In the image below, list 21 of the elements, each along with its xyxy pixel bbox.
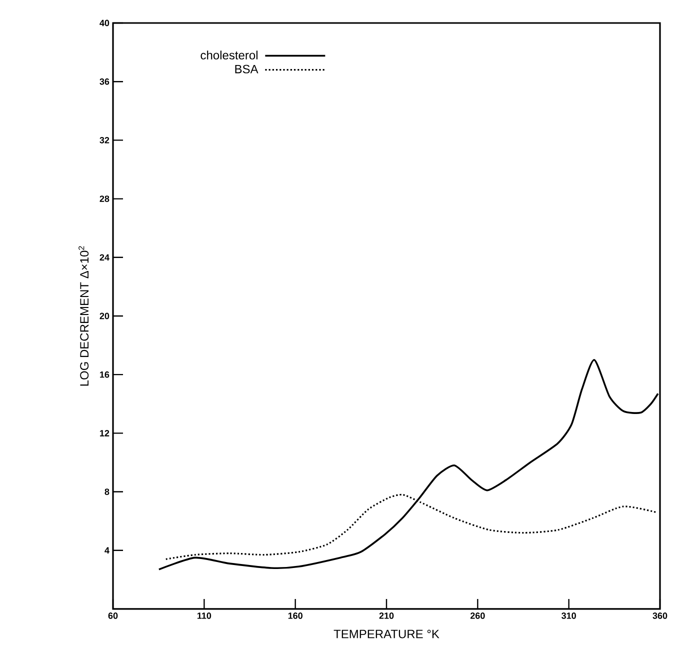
x-tick-label: 210 (379, 612, 394, 619)
x-tick-label: 260 (470, 612, 485, 619)
x-tick-label: 310 (562, 612, 576, 619)
x-tick-label: 110 (197, 612, 212, 619)
y-tick-label: 24 (100, 254, 110, 261)
y-tick-label: 4 (104, 547, 110, 554)
x-tick-label: 60 (108, 612, 118, 619)
legend-label: cholesterol (200, 50, 258, 60)
x-tick-label: 360 (652, 612, 668, 619)
y-tick-label: 40 (100, 20, 110, 26)
x-tick-label: 160 (288, 612, 302, 619)
x-axis-title: TEMPERATURE °K (334, 630, 440, 638)
y-tick-label: 28 (100, 196, 110, 202)
y-axis-title: LOG DECREMENT Δ×10$^{2}$ (78, 246, 89, 386)
legend-label: BSA (235, 64, 258, 74)
y-tick-label: 16 (100, 371, 110, 378)
y-tick-label: 36 (100, 78, 110, 85)
y-tick-label: 20 (100, 312, 110, 320)
y-tick-label: 32 (100, 136, 110, 144)
y-tick-label: 12 (100, 430, 110, 436)
y-tick-label: 8 (104, 488, 110, 495)
